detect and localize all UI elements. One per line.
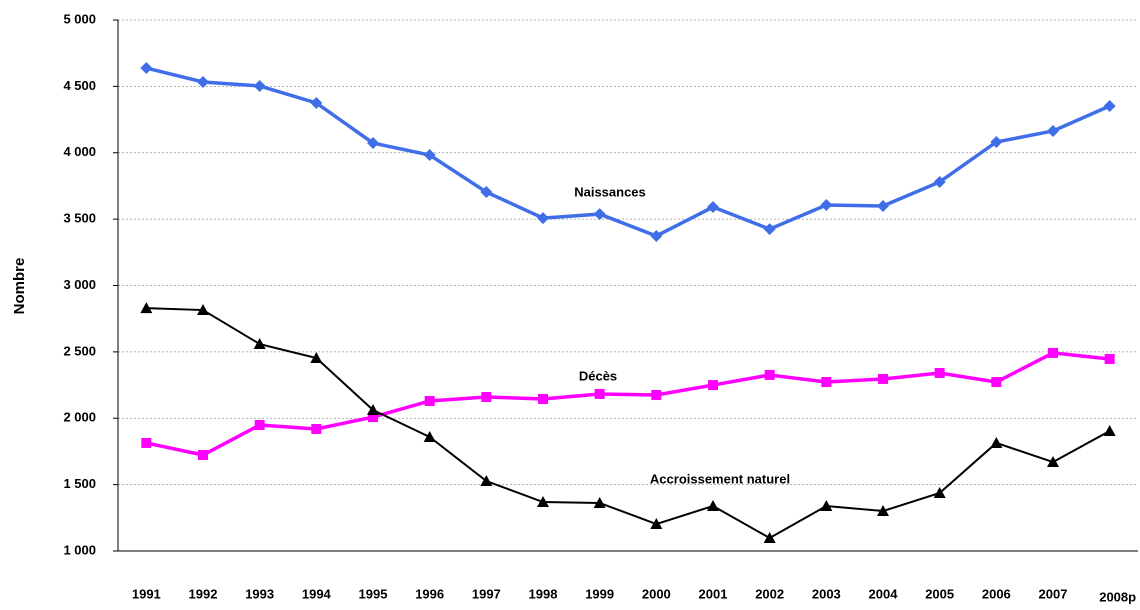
marker	[990, 436, 1003, 448]
marker	[991, 377, 1002, 388]
series-line	[146, 307, 1111, 540]
marker	[310, 351, 323, 363]
x-tick-label: 2007	[1039, 586, 1068, 601]
marker	[763, 531, 776, 543]
marker	[1103, 424, 1116, 436]
x-tick-label: 1995	[359, 586, 388, 601]
marker	[537, 496, 549, 508]
marker	[877, 505, 889, 517]
marker	[1048, 347, 1058, 358]
marker	[820, 499, 833, 511]
y-tick-label: 4 500	[63, 78, 96, 93]
x-tick-label: 2001	[699, 586, 728, 601]
series-label: Accroissement naturel	[650, 471, 790, 486]
marker	[480, 186, 493, 199]
x-tick-label: 2003	[812, 586, 841, 601]
series-label: Naissances	[574, 184, 646, 199]
marker	[197, 75, 209, 88]
marker	[877, 199, 889, 212]
x-tick-label: 2005	[925, 586, 954, 601]
series-line	[145, 66, 1111, 238]
marker	[424, 395, 435, 406]
x-tick-label: 2002	[755, 586, 784, 601]
marker	[311, 424, 322, 435]
marker	[651, 390, 662, 401]
marker	[423, 430, 436, 442]
y-tick-label: 1 000	[63, 542, 96, 557]
marker	[480, 475, 493, 487]
y-tick-label: 1 500	[63, 476, 96, 491]
x-tick-label: 1993	[245, 586, 274, 601]
marker	[197, 304, 209, 316]
series-line	[145, 351, 1110, 457]
marker	[594, 388, 605, 399]
x-tick-label: 2008p	[1099, 589, 1136, 604]
series-label: Décès	[579, 368, 617, 383]
marker	[310, 96, 323, 109]
marker	[708, 380, 718, 391]
marker	[1104, 354, 1115, 365]
marker	[990, 135, 1003, 148]
x-tick-label: 1996	[415, 586, 444, 601]
marker	[198, 450, 208, 461]
y-tick-label: 2 000	[63, 410, 96, 425]
y-axis-title: Nombre	[11, 258, 28, 315]
marker	[763, 223, 776, 236]
x-tick-label: 1992	[189, 586, 218, 601]
marker	[140, 62, 153, 75]
marker	[933, 175, 946, 188]
marker	[481, 392, 492, 403]
marker	[367, 404, 379, 416]
marker	[878, 373, 888, 384]
marker	[538, 394, 548, 405]
marker	[707, 201, 719, 214]
marker	[764, 369, 775, 380]
marker	[933, 486, 946, 498]
x-tick-label: 1994	[302, 586, 332, 601]
x-tick-label: 2000	[642, 586, 671, 601]
marker	[820, 199, 833, 212]
x-tick-label: 1991	[132, 586, 161, 601]
x-tick-label: 1998	[529, 586, 558, 601]
y-tick-label: 3 500	[63, 211, 96, 226]
marker	[423, 149, 436, 162]
marker	[254, 420, 265, 431]
marker	[537, 212, 549, 225]
marker	[368, 412, 378, 423]
marker	[593, 496, 606, 508]
x-tick-label: 2004	[869, 586, 899, 601]
marker	[140, 302, 153, 314]
marker	[253, 338, 266, 350]
marker	[650, 518, 663, 530]
marker	[821, 377, 832, 388]
marker	[593, 208, 606, 221]
marker	[367, 137, 379, 150]
x-tick-label: 1999	[585, 586, 614, 601]
marker	[707, 499, 719, 511]
marker	[1047, 124, 1059, 137]
marker	[1047, 456, 1059, 468]
marker	[141, 437, 152, 448]
y-tick-label: 4 000	[63, 144, 96, 159]
x-tick-label: 1997	[472, 586, 501, 601]
marker	[1103, 100, 1116, 113]
y-tick-label: 5 000	[63, 11, 96, 26]
x-tick-label: 2006	[982, 586, 1011, 601]
y-tick-label: 3 000	[63, 277, 96, 292]
marker	[934, 367, 945, 378]
marker	[253, 79, 266, 92]
y-tick-label: 2 500	[63, 343, 96, 358]
marker	[650, 229, 663, 242]
